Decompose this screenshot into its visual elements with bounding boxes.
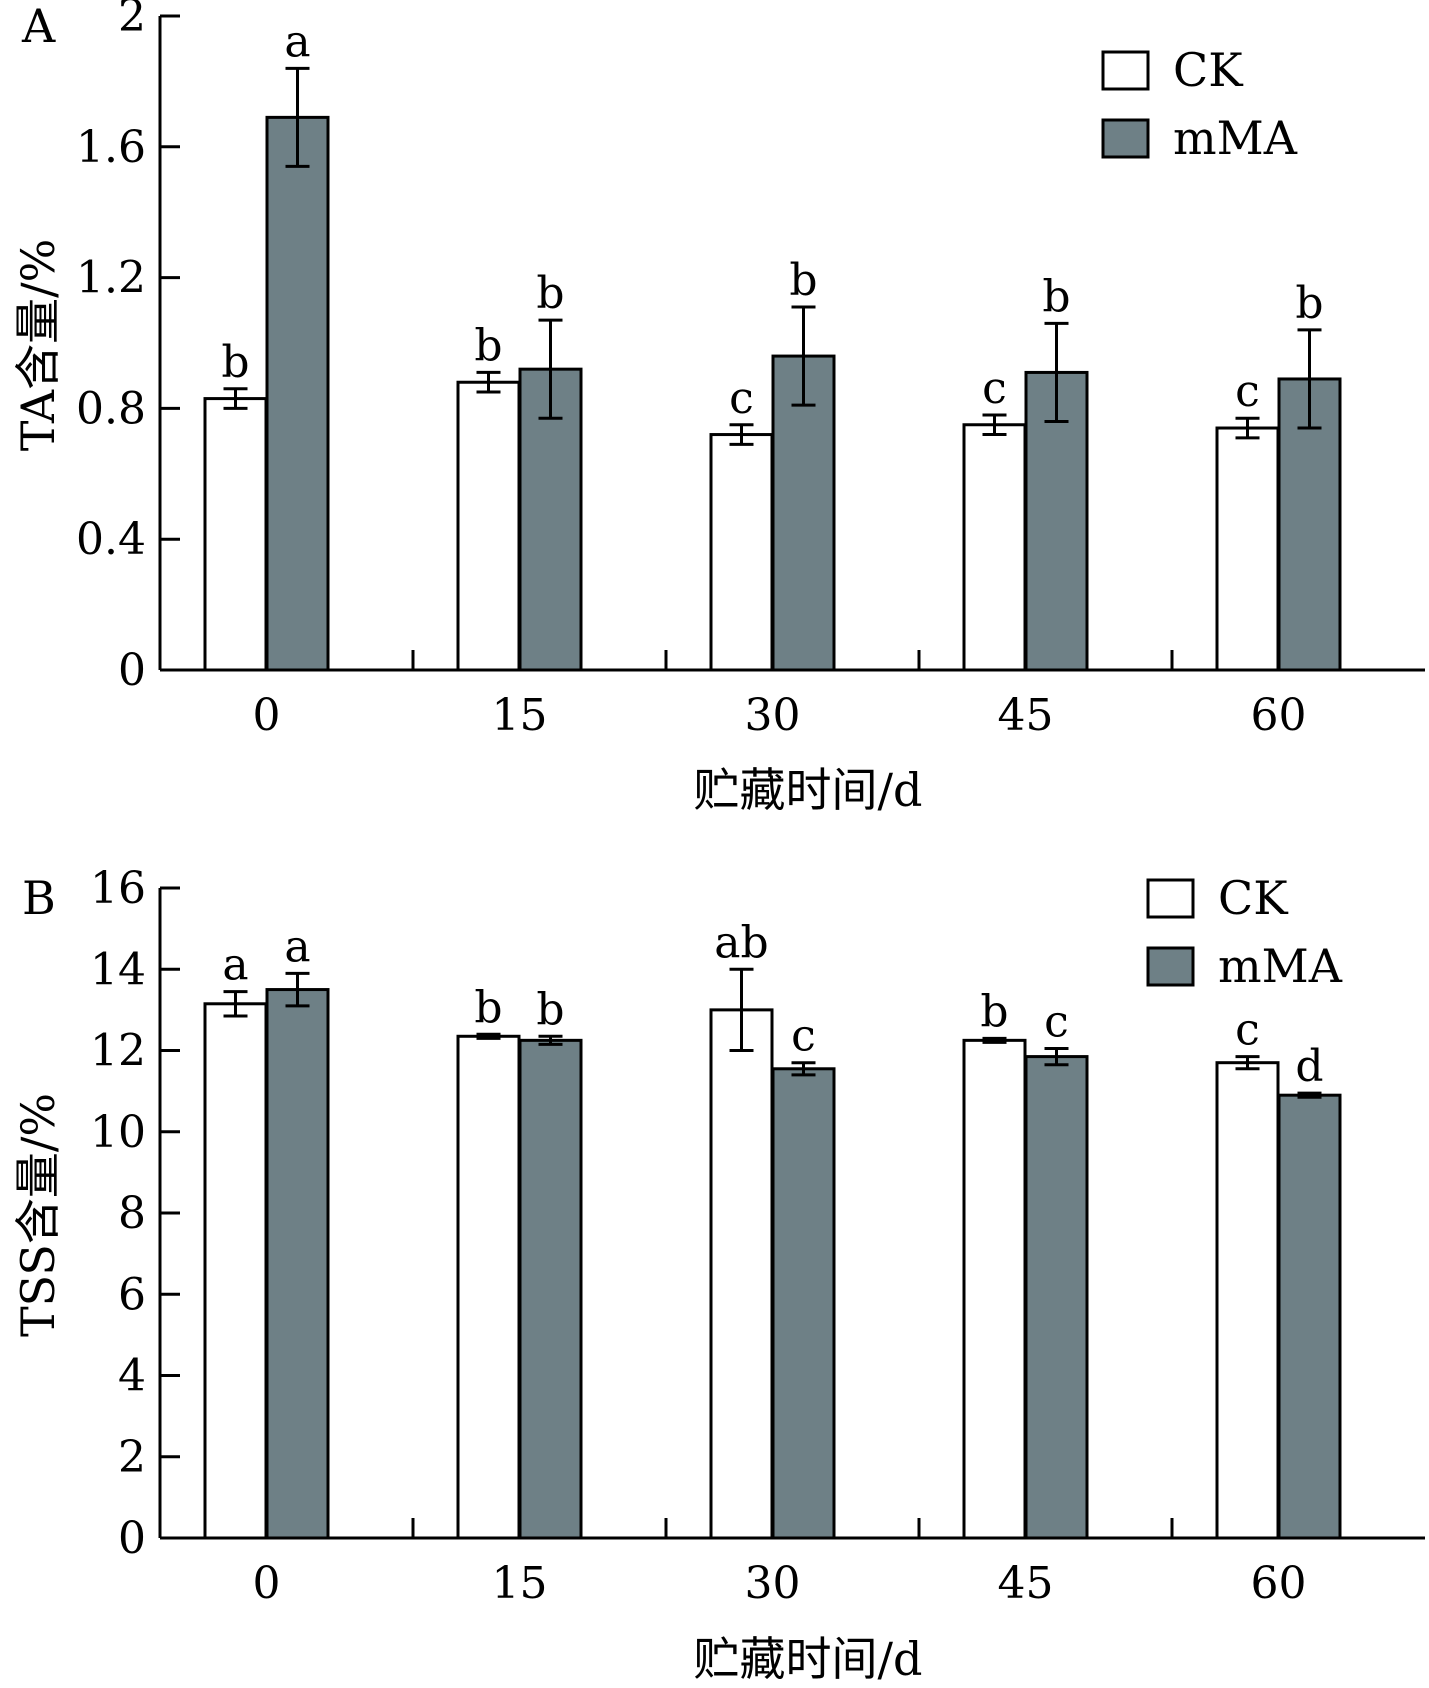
panel-a-x-tick-label-0: 0	[253, 690, 281, 741]
panel-a-bar-ck-60	[1215, 426, 1280, 672]
panel-b-legend-swatch-ck	[1146, 878, 1195, 919]
panel-b-bar-mma-15	[518, 1038, 583, 1540]
panel-b-sig-label-mma-30: c	[791, 1011, 816, 1062]
panel-a-sig-label-mma-45: b	[1042, 271, 1070, 322]
panel-b-bar-mma-45	[1024, 1055, 1089, 1540]
panel-b-y-ticks: 0 2 4 6 8 10 12 14 16	[90, 863, 180, 1564]
panel-b-x-ticks: 0 15 30 45 60	[253, 1518, 1307, 1609]
panel-a-y-tick-label-5: 2	[118, 0, 146, 42]
panel-b-y-tick-label-8: 16	[90, 863, 146, 914]
panel-b-sig-label-mma-60: d	[1295, 1041, 1323, 1092]
panel-a-y-tick-label-3: 1.2	[76, 253, 146, 304]
panel-b-sig-label-mma-15: b	[536, 984, 564, 1035]
panel-b-legend-label-mma: mMA	[1218, 939, 1343, 993]
panel-b-bar-mma-0	[265, 988, 330, 1540]
panel-a-sig-label-ck-0: b	[221, 337, 249, 388]
panel-b-bar-mma-60	[1277, 1093, 1342, 1540]
panel-a-bar-ck-0	[203, 397, 268, 672]
panel-b-y-tick-label-0: 0	[118, 1513, 146, 1564]
panel-b-bar-mma-30	[771, 1067, 836, 1540]
panel-b-sig-label-ck-30: ab	[714, 917, 768, 968]
panel-b-x-tick-label-2: 30	[745, 1558, 801, 1609]
panel-a-y-tick-label-4: 1.6	[76, 122, 146, 173]
panel-b-sig-label-ck-60: c	[1235, 1005, 1260, 1056]
panel-a-legend: CK mMA	[1101, 43, 1298, 165]
panel-b-bar-ck-15	[456, 1034, 521, 1540]
panel-b-sig-label-mma-0: a	[284, 921, 310, 972]
panel-b-y-tick-label-1: 2	[118, 1432, 146, 1483]
panel-a-chart: A 00.40.81.21.62 0 15 30 45 60 b bc c cab b b b 贮藏…	[11, 0, 1425, 817]
panel-a-bar-ck-15	[456, 380, 521, 672]
panel-a-bar-mma-0	[265, 115, 330, 672]
panel-a-sig-label-ck-30: c	[729, 373, 754, 424]
panel-a-legend-label-ck: CK	[1173, 43, 1244, 97]
panel-b-sig-label-ck-15: b	[474, 982, 502, 1033]
panel-a-bars: b bc c cab b b b	[203, 16, 1342, 672]
panel-a-x-ticks: 0 15 30 45 60	[253, 650, 1307, 741]
panel-a-sig-label-ck-45: c	[982, 363, 1007, 414]
panel-b-label: B	[22, 871, 56, 925]
panel-a-sig-label-mma-0: a	[284, 16, 310, 67]
panel-b-x-axis-title: 贮藏时间/d	[694, 1632, 923, 1686]
panel-b-y-tick-label-7: 14	[90, 944, 146, 995]
panel-b-y-tick-label-4: 8	[118, 1188, 146, 1239]
panel-b-y-tick-label-2: 4	[118, 1351, 146, 1402]
panel-a-x-tick-label-2: 30	[745, 690, 801, 741]
panel-b-y-tick-label-6: 12	[90, 1026, 146, 1077]
panel-b-bar-ck-0	[203, 1002, 268, 1540]
panel-a-x-tick-label-4: 60	[1251, 690, 1307, 741]
panel-b-sig-label-ck-0: a	[222, 940, 248, 991]
panel-b-bar-ck-45	[962, 1038, 1027, 1540]
panel-a-y-tick-label-1: 0.4	[76, 514, 146, 565]
panel-a-y-axis-title: TA含量/%	[11, 239, 65, 452]
panel-a-legend-label-mma: mMA	[1173, 111, 1298, 165]
panel-a-y-ticks: 0 0.4 0.8 1.2 1.6 2	[76, 0, 180, 696]
panel-a-label: A	[21, 0, 56, 53]
panel-b-x-tick-label-3: 45	[998, 1558, 1054, 1609]
panel-a-legend-swatch-mma	[1101, 118, 1150, 159]
panel-a-x-tick-label-1: 15	[492, 690, 548, 741]
panel-a-sig-label-mma-60: b	[1295, 278, 1323, 329]
panel-a-y-tick-label-2: 0.8	[76, 383, 146, 434]
panel-b-x-tick-label-1: 15	[492, 1558, 548, 1609]
panel-a-sig-label-mma-30: b	[789, 255, 817, 306]
panel-b-sig-label-ck-45: b	[980, 986, 1008, 1037]
panel-b-legend-label-ck: CK	[1218, 871, 1289, 925]
panel-b-y-tick-label-3: 6	[118, 1269, 146, 1320]
panel-b-bar-ck-30	[709, 1008, 774, 1540]
panel-b-y-tick-label-5: 10	[90, 1107, 146, 1158]
panel-b-sig-label-mma-45: c	[1044, 996, 1069, 1047]
panel-a-bar-ck-30	[709, 433, 774, 672]
panel-b-y-axis-title: TSS含量/%	[11, 1093, 65, 1337]
panel-b-bar-ck-60	[1215, 1061, 1280, 1540]
panel-b-x-tick-label-4: 60	[1251, 1558, 1307, 1609]
panel-a-y-tick-label-0: 0	[118, 645, 146, 696]
panel-b-legend: CK mMA	[1146, 871, 1343, 993]
panel-a-sig-label-ck-15: b	[474, 320, 502, 371]
panel-a-legend-swatch-ck	[1101, 50, 1150, 91]
panel-b-x-tick-label-0: 0	[253, 1558, 281, 1609]
panel-a-sig-label-mma-15: b	[536, 268, 564, 319]
panel-a-x-tick-label-3: 45	[998, 690, 1054, 741]
panel-a-x-axis-title: 贮藏时间/d	[694, 763, 923, 817]
panel-a-sig-label-ck-60: c	[1235, 366, 1260, 417]
panel-b-legend-swatch-mma	[1146, 946, 1195, 987]
panel-a-bar-ck-45	[962, 423, 1027, 672]
